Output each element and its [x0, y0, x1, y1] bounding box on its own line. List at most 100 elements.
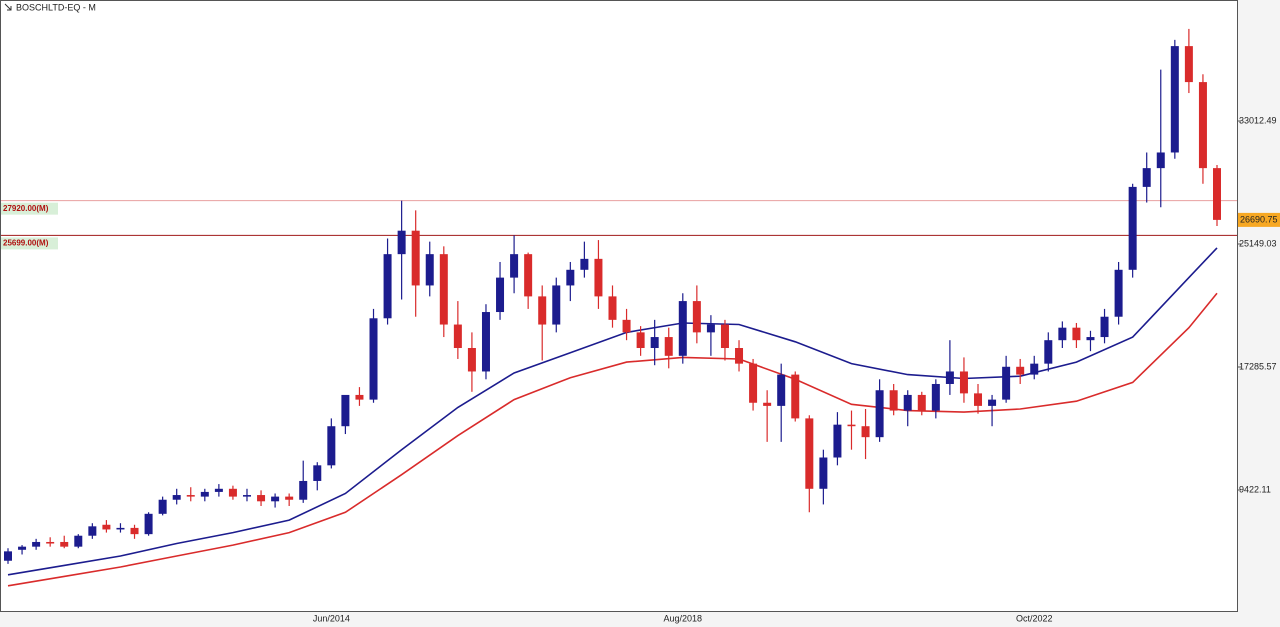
candle-body	[552, 285, 561, 325]
candle-body	[861, 426, 870, 438]
candle-body	[1044, 340, 1053, 364]
candle-body	[481, 312, 490, 372]
candle-body	[1156, 152, 1165, 169]
candle-body	[383, 254, 392, 319]
candle-body	[327, 426, 336, 466]
y-tick-label: 17285.57	[1239, 361, 1277, 371]
candle-body	[650, 337, 659, 349]
candle-body	[257, 495, 266, 502]
candle-body	[285, 496, 294, 500]
candle-body	[805, 418, 814, 489]
candle-body	[1142, 168, 1151, 187]
level-tag	[1, 202, 58, 215]
candle-body	[453, 324, 462, 349]
candle-body	[692, 301, 701, 333]
candle-body	[819, 457, 828, 489]
candle-body	[720, 324, 729, 349]
candle-body	[594, 258, 603, 297]
candle-body	[1170, 46, 1179, 153]
candle-body	[749, 363, 758, 403]
chart-title: BOSCHLTD-EQ - M	[16, 2, 96, 12]
x-tick-label: Jun/2014	[313, 613, 350, 623]
candle-body	[608, 296, 617, 320]
candle-body	[467, 348, 476, 372]
candle-body	[102, 524, 111, 530]
y-tick-label: 33012.49	[1239, 115, 1277, 125]
candle-body	[144, 513, 153, 535]
x-tick-label: Aug/2018	[664, 613, 703, 623]
last-price-tag	[1238, 212, 1280, 227]
candle-body	[1058, 327, 1067, 341]
level-label: 27920.00(M)	[3, 204, 49, 213]
candle-body	[214, 488, 223, 492]
level-label: 25699.00(M)	[3, 239, 49, 248]
y-tick-label: 25149.03	[1239, 238, 1277, 248]
candle-body	[74, 535, 83, 547]
candle-body	[60, 541, 69, 547]
candle-body	[763, 402, 772, 406]
candle-body	[791, 374, 800, 419]
candle-body	[678, 301, 687, 356]
candle-body	[777, 374, 786, 406]
candle-body	[931, 383, 940, 411]
candle-body	[18, 546, 27, 550]
icon	[4, 3, 12, 11]
candle-body	[580, 258, 589, 270]
candle-body	[1100, 316, 1109, 338]
candle-body	[1114, 269, 1123, 317]
x-tick-label: Oct/2022	[1016, 613, 1053, 623]
candle-body	[116, 527, 125, 530]
candle-body	[847, 424, 856, 427]
y-tick-label: 9422.11	[1239, 484, 1271, 494]
candle-body	[4, 551, 12, 561]
candle-body	[46, 541, 55, 544]
candle-body	[945, 371, 954, 384]
candle-body	[636, 332, 645, 349]
level-tag	[1, 237, 58, 250]
candle-body	[524, 254, 533, 297]
candle-body	[1184, 46, 1193, 83]
candle-body	[1072, 327, 1081, 341]
candle-body	[341, 394, 350, 427]
candle-body	[439, 254, 448, 325]
candle-body	[974, 393, 983, 406]
candle-body	[88, 526, 97, 536]
candle-body	[735, 348, 744, 364]
candle-body	[32, 541, 41, 547]
candle-body	[186, 495, 195, 497]
candle-body	[875, 390, 884, 438]
candle-body	[242, 495, 251, 497]
candle-body	[397, 230, 406, 255]
candle-body	[313, 465, 322, 481]
candle-body	[158, 499, 167, 514]
candle-body	[538, 296, 547, 325]
candle-body	[566, 269, 575, 286]
candle-body	[369, 318, 378, 400]
candle-body	[903, 394, 912, 411]
candle-body	[1198, 82, 1207, 169]
candle-body	[622, 319, 631, 333]
candle-body	[271, 496, 280, 502]
candle-body	[355, 394, 364, 400]
candle-body	[917, 394, 926, 411]
candle-body	[1030, 363, 1039, 375]
candle-body	[889, 390, 898, 411]
candle-body	[664, 337, 673, 356]
moving-average	[7, 292, 1218, 587]
candle-body	[706, 324, 715, 333]
candle-body	[228, 488, 237, 497]
last-price-label: 26690.75	[1240, 214, 1278, 224]
candle-body	[172, 495, 181, 500]
candle-body	[130, 527, 139, 535]
candle-body	[299, 480, 308, 500]
candle-body	[1002, 366, 1011, 400]
candle-body	[833, 424, 842, 458]
candle-body	[1128, 186, 1137, 270]
plot-area	[0, 0, 1238, 612]
candle-body	[1086, 337, 1095, 341]
candle-body	[510, 254, 519, 278]
candle-body	[1016, 366, 1025, 375]
candle-body	[200, 491, 209, 497]
